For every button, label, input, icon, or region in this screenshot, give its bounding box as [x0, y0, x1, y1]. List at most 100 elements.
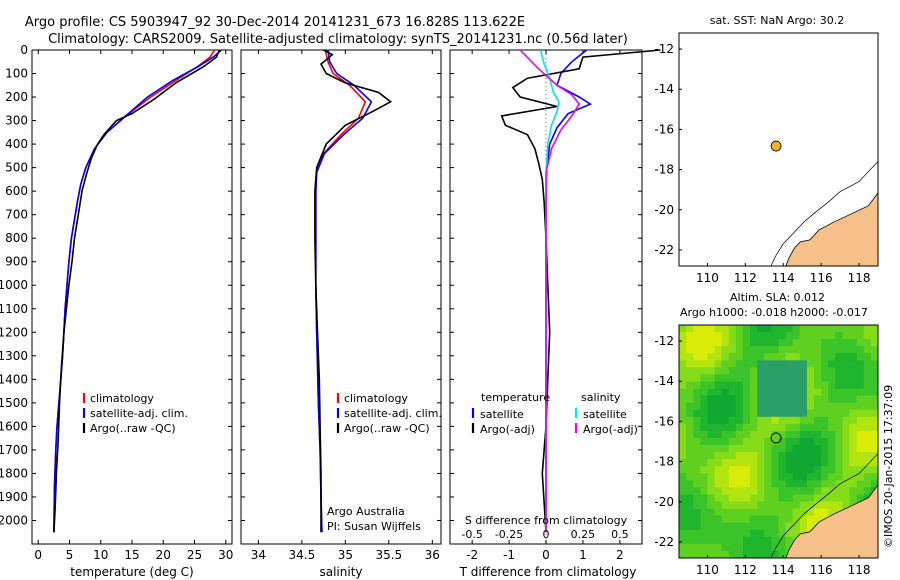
sla-cell	[849, 480, 858, 488]
sla-cell	[686, 388, 694, 397]
sla-cell	[785, 466, 794, 474]
sla-cell	[792, 360, 801, 368]
y-tick-label: 1100	[0, 302, 28, 316]
sla-cell	[870, 437, 878, 446]
sla-map-frame	[678, 324, 879, 559]
sla-cell	[806, 374, 815, 382]
sla-cell	[828, 430, 836, 439]
sla-cell	[814, 501, 822, 509]
x-tick-label: -1	[503, 548, 515, 562]
sla-cell	[764, 360, 772, 368]
sla-cell	[785, 487, 794, 495]
sla-cell	[728, 522, 737, 531]
sla-cell	[693, 395, 701, 404]
sla-cell	[870, 325, 878, 333]
sla-cell	[679, 494, 687, 502]
sla-cell	[742, 423, 751, 432]
x-tick-label: 114	[772, 271, 795, 285]
sla-cell	[799, 466, 808, 474]
y-tick-label: 400	[5, 137, 28, 151]
sla-cell	[828, 452, 836, 460]
sla-cell	[870, 459, 878, 467]
sla-cell	[700, 332, 708, 340]
sla-cell	[863, 452, 872, 460]
sla-cell	[863, 402, 872, 411]
sla-cell	[856, 437, 865, 446]
sla-cell	[714, 423, 723, 432]
sla-cell	[828, 416, 836, 425]
sla-cell	[714, 381, 723, 389]
sla-cell	[856, 402, 865, 411]
sla-cell	[757, 339, 765, 347]
sla-cell	[700, 452, 708, 460]
sla-cell	[742, 430, 751, 439]
sla-cell	[806, 402, 815, 411]
sla-cell	[679, 381, 687, 389]
sla-cell	[700, 480, 708, 488]
sla-cell	[679, 543, 687, 552]
sla-cell	[742, 459, 751, 467]
sla-cell	[856, 353, 865, 361]
sla-cell	[679, 501, 687, 509]
sla-cell	[785, 367, 794, 375]
sla-cell	[863, 374, 872, 382]
sla-cell	[707, 515, 715, 524]
sla-cell	[849, 416, 858, 425]
sla-cell	[707, 459, 715, 467]
australia-land	[785, 484, 878, 558]
sla-cell	[842, 452, 850, 460]
sla-cell	[686, 543, 694, 552]
sla-cell	[764, 473, 772, 481]
legend-entry: Argo(-adj)	[583, 423, 638, 436]
sla-cell	[799, 395, 808, 404]
x-tick-label: 0	[542, 548, 550, 562]
sla-cell	[828, 409, 836, 418]
sla-cell	[700, 473, 708, 481]
sla-cell	[742, 402, 751, 411]
sla-cell	[870, 332, 878, 340]
sla-cell	[742, 494, 751, 502]
sla-cell	[707, 353, 715, 361]
sla-cell	[679, 367, 687, 375]
sla-cell	[750, 325, 758, 333]
sla-cell	[778, 388, 787, 397]
sla-cell	[828, 346, 836, 354]
sla-cell	[870, 423, 878, 432]
sla-cell	[828, 374, 836, 382]
sla-cell	[806, 501, 815, 509]
sla-cell	[700, 543, 708, 552]
sla-cell	[742, 437, 751, 446]
sla-cell	[870, 395, 878, 404]
sla-cell	[799, 522, 808, 531]
sla-cell	[714, 445, 723, 453]
sla-cell	[700, 374, 708, 382]
sla-cell	[821, 445, 829, 453]
sla-cell	[821, 409, 829, 418]
sla-cell	[792, 445, 801, 453]
sla-cell	[821, 437, 829, 446]
sla-cell	[863, 480, 872, 488]
sla-cell	[757, 430, 765, 439]
sla-cell	[750, 466, 758, 474]
sla-cell	[842, 480, 850, 488]
sla-cell	[814, 459, 822, 467]
sla-cell	[700, 423, 708, 432]
y-tick-label: 800	[5, 231, 28, 245]
sla-cell	[799, 501, 808, 509]
sla-cell	[764, 437, 772, 446]
sla-cell	[750, 402, 758, 411]
series-line-salinity-argo-adj-	[519, 49, 581, 533]
sla-cell	[721, 466, 730, 474]
series-line-satellite-adj-clim-	[53, 49, 222, 533]
sla-cell	[679, 402, 687, 411]
sla-cell	[821, 332, 829, 340]
sla-cell	[714, 494, 723, 502]
sla-cell	[750, 550, 758, 558]
sla-cell	[863, 473, 872, 481]
sla-cell	[714, 487, 723, 495]
sla-cell	[771, 550, 779, 558]
sla-cell	[821, 395, 829, 404]
sla-cell	[849, 445, 858, 453]
sla-cell	[806, 480, 815, 488]
sla-cell	[863, 325, 872, 333]
